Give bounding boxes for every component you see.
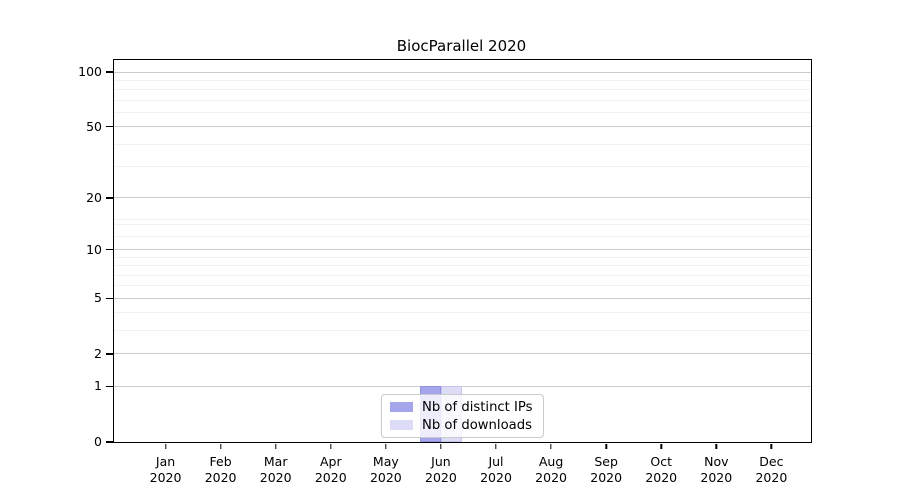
minor-gridline: [114, 256, 811, 258]
month-slot-may: May 2020: [358, 60, 413, 485]
x-axis-tick: [219, 443, 222, 449]
major-gridline: [114, 126, 811, 128]
month-slot-mar: Mar 2020: [248, 60, 303, 485]
y-axis-tick: [106, 385, 113, 388]
y-axis-tick: [106, 353, 113, 355]
major-gridline: [114, 249, 811, 251]
x-axis-tick: [660, 443, 662, 449]
legend-label-downloads: Nb of downloads: [422, 417, 532, 433]
y-axis-tick-label: 10: [86, 241, 102, 257]
minor-gridline: [114, 89, 811, 91]
month-slot-apr: Apr 2020: [303, 60, 358, 485]
minor-gridline: [114, 274, 811, 276]
x-axis-tick: [495, 443, 497, 449]
x-axis-tick: [770, 443, 773, 449]
minor-gridline: [114, 219, 811, 221]
month-slot-aug: Aug 2020: [524, 60, 579, 485]
x-axis-tick-label: Mar 2020: [259, 454, 292, 485]
legend: Nb of distinct IPs Nb of downloads: [381, 394, 544, 438]
y-axis-tick-label: 100: [78, 64, 102, 79]
month-slot-feb: Feb 2020: [193, 60, 248, 485]
x-axis-tick-label: Jul 2020: [480, 454, 512, 485]
x-axis-tick-label: Nov 2020: [700, 454, 733, 485]
plot-area: 0 1 2 5 10 20 50 100 Jan 2020 Feb 2020 Mar 2020 Apr 20…: [78, 59, 812, 485]
y-axis-tick: [106, 197, 113, 199]
minor-gridline: [114, 285, 811, 287]
y-axis-tick-label: 50: [86, 118, 102, 134]
y-axis-tick-label: 0: [94, 434, 102, 449]
x-axis-tick-label: Sep 2020: [590, 454, 623, 485]
x-axis-tick: [164, 443, 167, 449]
y-axis-tick-label: 1: [94, 378, 102, 394]
x-axis-tick-label: Feb 2020: [204, 454, 237, 485]
minor-gridline: [114, 224, 811, 226]
x-axis-tick: [385, 443, 387, 449]
y-axis-tick: [106, 71, 113, 73]
x-axis-tick-label: Dec 2020: [755, 454, 788, 485]
major-gridline: [114, 71, 811, 73]
major-gridline: [114, 197, 811, 199]
x-axis-tick-label: Jun 2020: [425, 454, 457, 485]
minor-gridline: [114, 99, 811, 101]
x-axis-tick-label: Oct 2020: [645, 454, 678, 485]
minor-gridline: [114, 111, 811, 113]
minor-gridline: [114, 143, 811, 145]
y-axis-tick: [106, 249, 113, 251]
chart-title: BiocParallel 2020: [396, 37, 527, 55]
legend-swatch-downloads: [390, 420, 413, 430]
x-axis-tick: [550, 443, 552, 449]
legend-item-downloads: Nb of downloads: [390, 418, 543, 433]
minor-gridline: [114, 79, 811, 81]
x-axis-tick: [440, 443, 442, 449]
x-axis-tick: [330, 443, 332, 449]
minor-gridline: [114, 265, 811, 267]
y-axis-tick-label: 20: [86, 189, 102, 205]
y-axis-tick-label: 2: [94, 345, 102, 361]
minor-gridline: [114, 235, 811, 237]
legend-item-distinct-ips: Nb of distinct IPs: [390, 400, 543, 415]
y-axis-tick-label: 5: [94, 290, 102, 306]
x-axis-tick: [274, 443, 277, 449]
legend-swatch-distinct-ips: [390, 402, 413, 412]
x-axis-tick-label: Jan 2020: [149, 454, 182, 485]
month-slot-dec: Dec 2020: [744, 60, 799, 485]
y-axis-tick: [106, 297, 113, 299]
major-gridline: [114, 385, 811, 387]
legend-label-distinct-ips: Nb of distinct IPs: [422, 399, 533, 415]
x-axis-categories: Jan 2020 Feb 2020 Mar 2020 Apr 2020 May 2020 Jun 20…: [114, 60, 811, 485]
minor-gridline: [114, 312, 811, 314]
month-slot-oct: Oct 2020: [634, 60, 689, 485]
month-slot-nov: Nov 2020: [689, 60, 744, 485]
x-axis-tick-label: Apr 2020: [314, 454, 347, 485]
x-axis-tick-label: May 2020: [369, 454, 402, 485]
major-gridline: [114, 353, 811, 355]
minor-gridline: [114, 330, 811, 332]
x-axis-tick: [715, 443, 718, 449]
x-axis-tick: [605, 443, 607, 449]
x-axis-tick-label: Aug 2020: [535, 454, 567, 485]
month-slot-jan: Jan 2020: [138, 60, 193, 485]
month-slot-jul: Jul 2020: [468, 60, 523, 485]
month-slot-jun: Jun 2020: [413, 60, 468, 485]
minor-gridline: [114, 166, 811, 168]
y-axis-tick: [106, 441, 113, 443]
major-gridline: [114, 297, 811, 299]
y-axis-tick: [106, 126, 113, 128]
month-slot-sep: Sep 2020: [579, 60, 634, 485]
